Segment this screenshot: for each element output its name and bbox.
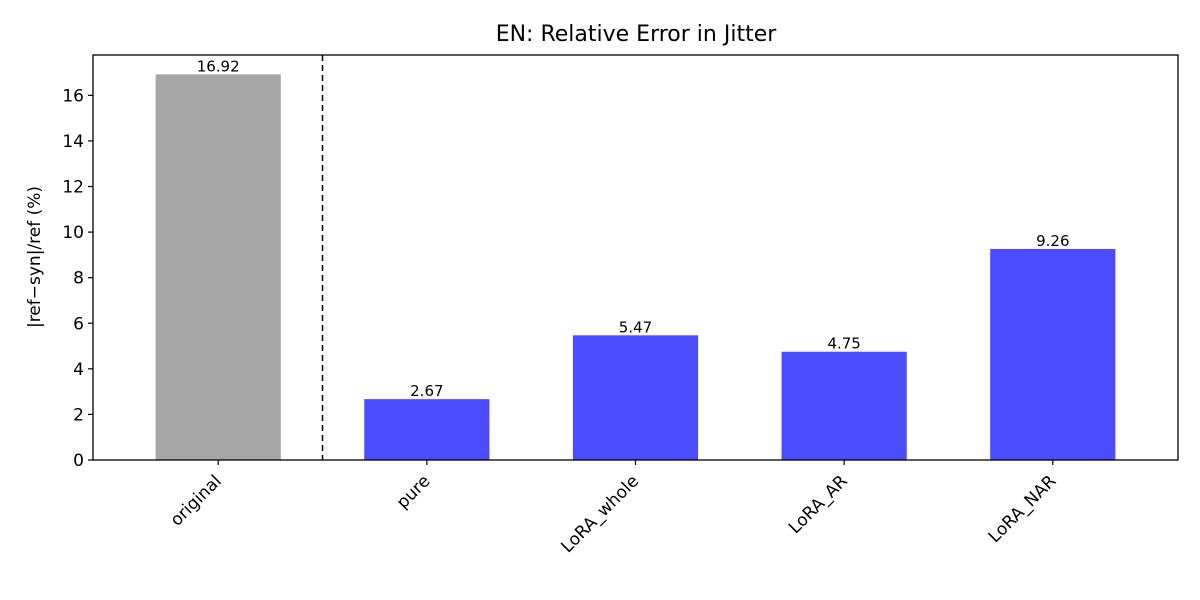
y-axis-ticks: 0 2 4 6 8 10 12 14 16	[62, 86, 93, 471]
bar-lora-whole	[572, 335, 699, 460]
chart-title: EN: Relative Error in Jitter	[496, 22, 778, 47]
y-tick-label: 8	[73, 269, 84, 289]
y-tick-label: 12	[62, 178, 84, 198]
x-tick-label: LoRA_whole	[557, 471, 643, 557]
y-tick-label: 16	[62, 86, 84, 106]
y-tick-label: 14	[62, 132, 84, 152]
y-tick-label: 2	[73, 405, 84, 425]
value-label: 16.92	[197, 57, 240, 75]
bars-group	[155, 74, 1116, 461]
bar-lora-ar	[781, 351, 907, 460]
y-axis-label: |ref−syn|/ref (%)	[25, 186, 45, 328]
value-label: 4.75	[827, 335, 860, 353]
value-label: 5.47	[619, 318, 652, 336]
bar-pure	[364, 399, 490, 460]
bar-original	[155, 74, 281, 461]
x-tick-label: original	[167, 471, 226, 530]
value-labels-group: 16.92 2.67 5.47 4.75 9.26	[197, 57, 1070, 400]
y-tick-label: 0	[73, 451, 84, 471]
y-tick-label: 10	[62, 223, 84, 243]
x-axis-ticks: original pure LoRA_whole LoRA_AR LoRA_NAR	[167, 460, 1061, 557]
bar-lora-nar	[990, 248, 1116, 460]
y-tick-label: 6	[73, 314, 84, 334]
value-label: 9.26	[1036, 232, 1069, 250]
x-tick-label: LoRA_NAR	[985, 471, 1061, 547]
y-tick-label: 4	[73, 360, 84, 380]
x-tick-label: pure	[393, 471, 434, 512]
x-tick-label: LoRA_AR	[785, 471, 852, 538]
value-label: 2.67	[410, 382, 443, 400]
